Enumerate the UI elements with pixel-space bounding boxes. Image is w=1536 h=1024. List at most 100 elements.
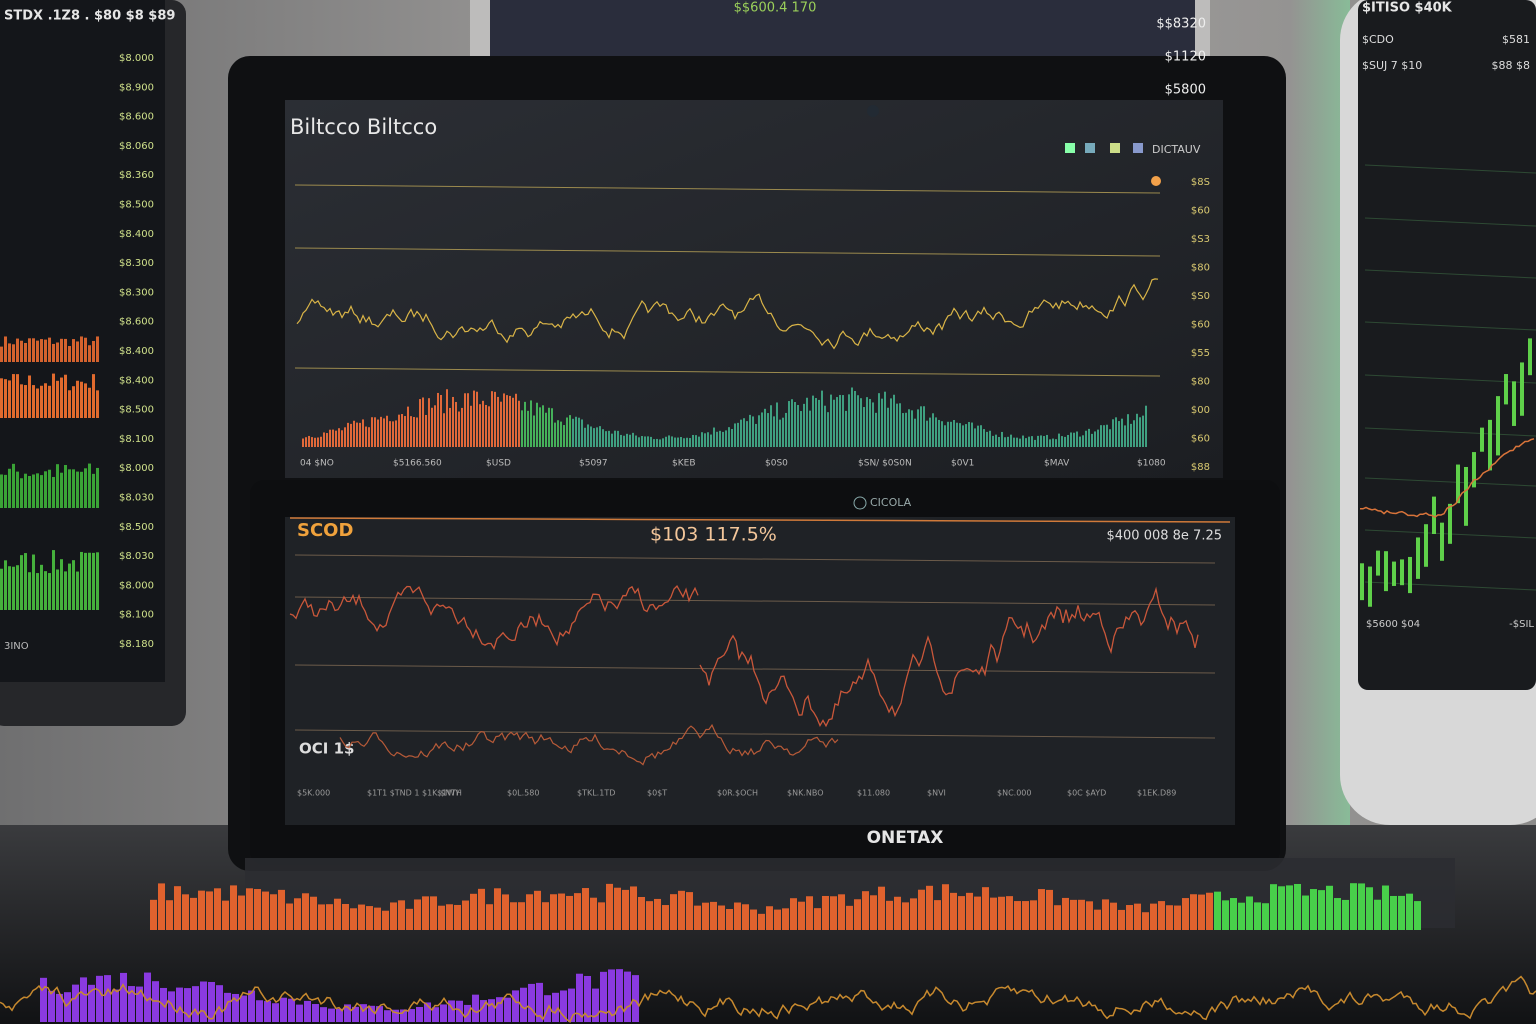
main-volume-bar bbox=[1061, 436, 1063, 447]
main-volume-bar bbox=[437, 392, 439, 447]
main-volume-bar bbox=[653, 439, 655, 447]
left-bar bbox=[92, 552, 95, 610]
main-volume-bar bbox=[404, 416, 406, 447]
desk-bar bbox=[1174, 905, 1181, 930]
lower-time-tick: $11.080 bbox=[857, 789, 890, 798]
main-volume-bar bbox=[734, 423, 736, 447]
desk-bar bbox=[48, 990, 55, 1022]
right-trend-line bbox=[1359, 438, 1535, 518]
main-volume-bar bbox=[968, 422, 970, 447]
desk-bar bbox=[80, 977, 87, 1022]
desk-bar bbox=[534, 890, 541, 930]
main-volume-bar bbox=[308, 435, 310, 447]
left-bar bbox=[4, 336, 7, 362]
main-volume-bar bbox=[335, 430, 337, 447]
main-volume-bar bbox=[338, 428, 340, 447]
main-volume-bar bbox=[941, 421, 943, 447]
main-volume-bar bbox=[371, 417, 373, 447]
left-bar bbox=[32, 474, 35, 508]
main-volume-bar bbox=[1118, 421, 1120, 447]
desk-bar bbox=[230, 885, 237, 930]
left-bar bbox=[96, 552, 99, 610]
main-volume-bar bbox=[905, 412, 907, 447]
main-volume-bar bbox=[581, 419, 583, 447]
lower-gridline bbox=[294, 664, 1216, 674]
desk-bar bbox=[1078, 899, 1085, 930]
left-price: $8.500 bbox=[119, 522, 154, 533]
main-volume-bar bbox=[305, 437, 307, 447]
desk-bar bbox=[278, 889, 285, 930]
desk-bar bbox=[72, 984, 79, 1022]
left-bar bbox=[32, 385, 35, 418]
desk-bar bbox=[64, 992, 71, 1022]
main-volume-bar bbox=[632, 432, 634, 447]
right-candle bbox=[1400, 559, 1404, 586]
main-volume-bar bbox=[449, 407, 451, 447]
main-volume-bar bbox=[848, 394, 850, 447]
main-volume-bar bbox=[503, 393, 505, 447]
main-volume-bar bbox=[545, 412, 547, 447]
right-gridline bbox=[1364, 427, 1536, 437]
desk-bar bbox=[560, 990, 567, 1022]
left-bar bbox=[68, 346, 71, 362]
logo-icon bbox=[853, 496, 867, 510]
desk-bar bbox=[886, 900, 893, 930]
main-volume-bar bbox=[452, 396, 454, 447]
desk-bar bbox=[294, 898, 301, 930]
main-volume-bar bbox=[1055, 439, 1057, 447]
main-volume-bar bbox=[1070, 432, 1072, 447]
left-bar bbox=[40, 564, 43, 610]
main-volume-bar bbox=[929, 417, 931, 447]
legend-swatch bbox=[1065, 143, 1075, 153]
right-gridline bbox=[1364, 477, 1536, 487]
desk-bar bbox=[120, 972, 127, 1022]
desk-bar bbox=[1070, 899, 1077, 930]
lower-price-line bbox=[289, 585, 699, 651]
desk-bar bbox=[224, 992, 231, 1022]
main-volume-bar bbox=[854, 390, 856, 447]
main-volume-bar bbox=[1043, 436, 1045, 447]
main-volume-bar bbox=[593, 428, 595, 447]
desk-bar bbox=[622, 889, 629, 930]
desk-bar bbox=[214, 888, 221, 930]
main-volume-bar bbox=[1037, 435, 1039, 447]
left-bar bbox=[64, 465, 67, 508]
desk-bar bbox=[982, 887, 989, 930]
left-bar bbox=[72, 386, 75, 418]
main-price-line bbox=[296, 278, 1159, 350]
main-gridline bbox=[294, 184, 1161, 194]
desk-bar bbox=[742, 904, 749, 930]
desk-bar bbox=[208, 981, 215, 1022]
left-price: $8.100 bbox=[119, 610, 154, 621]
right-candle bbox=[1456, 464, 1460, 504]
main-volume-bar bbox=[821, 390, 823, 447]
desk-bar bbox=[1294, 883, 1301, 930]
right-candle bbox=[1520, 362, 1524, 416]
main-volume-bar bbox=[932, 413, 934, 447]
main-volume-bar bbox=[302, 438, 304, 447]
desk-bar bbox=[366, 906, 373, 930]
left-bar bbox=[60, 472, 63, 508]
left-bar bbox=[36, 340, 39, 362]
desk-bar bbox=[750, 909, 757, 930]
main-volume-bar bbox=[344, 427, 346, 447]
main-price-tick: $80 bbox=[1191, 263, 1210, 274]
main-volume-bar bbox=[722, 431, 724, 447]
desk-bar bbox=[400, 1009, 407, 1022]
left-bar bbox=[0, 346, 3, 362]
desk-bar bbox=[592, 988, 599, 1022]
desk-bar bbox=[390, 902, 397, 930]
desk-bar bbox=[718, 905, 725, 930]
main-volume-bar bbox=[413, 417, 415, 447]
left-bar bbox=[24, 473, 27, 508]
right-candle bbox=[1488, 419, 1492, 471]
main-volume-bar bbox=[806, 397, 808, 447]
right-candle bbox=[1376, 550, 1380, 576]
desk-bar bbox=[478, 888, 485, 930]
main-volume-bar bbox=[923, 406, 925, 447]
right-label: $88 $8 bbox=[1492, 59, 1531, 72]
main-volume-bar bbox=[698, 436, 700, 447]
main-volume-bar bbox=[764, 408, 766, 447]
desk-bar bbox=[504, 997, 511, 1022]
main-volume-bar bbox=[590, 426, 592, 447]
